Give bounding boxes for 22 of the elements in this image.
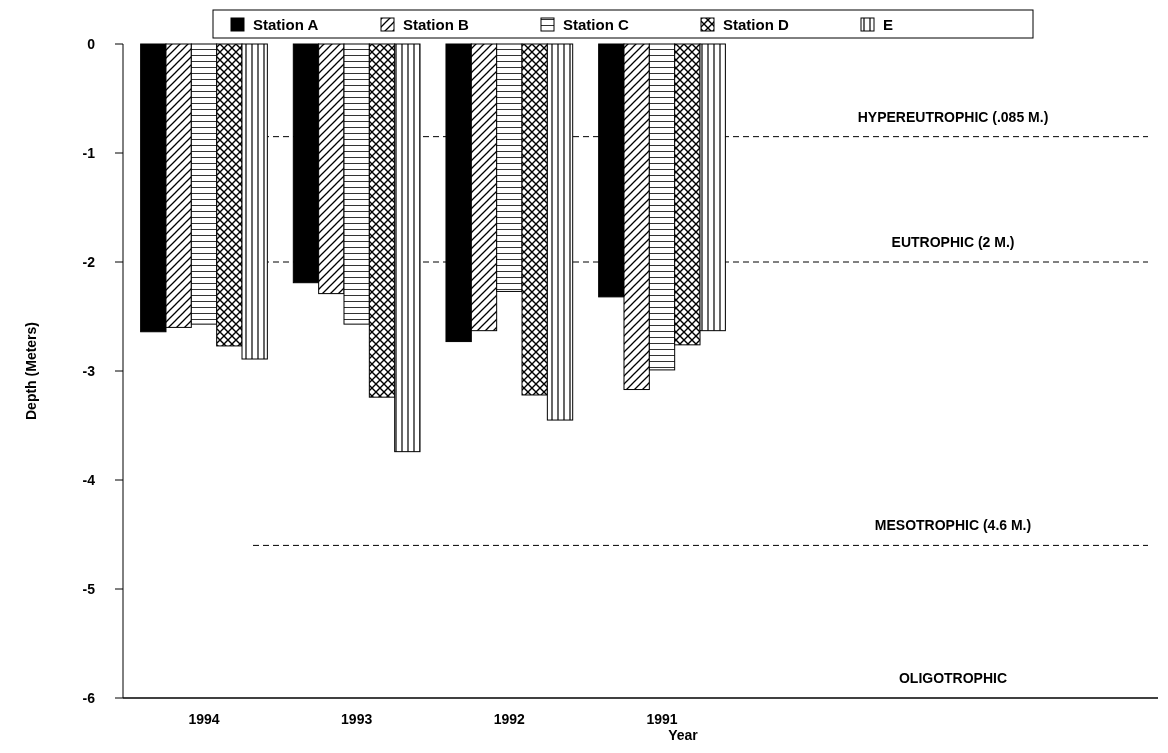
- x-tick-label: 1993: [341, 711, 373, 727]
- y-tick-label: -1: [82, 144, 96, 161]
- y-tick-label: -4: [82, 471, 96, 488]
- y-tick-label: 0: [87, 35, 96, 52]
- legend-label: Station A: [253, 16, 319, 33]
- x-axis-title: Year: [668, 727, 699, 743]
- y-tick-label: -2: [82, 253, 96, 270]
- y-tick-label: -3: [82, 362, 96, 379]
- text: OLIGOTROPHIC: [898, 670, 1008, 686]
- legend-label: E: [883, 16, 894, 33]
- ref-line-label: MESOTROPHIC (4.6 M.): [874, 517, 1032, 534]
- y-tick-label: -6: [82, 689, 96, 706]
- ref-line-label: HYPEREUTROPHIC (.085 M.): [857, 108, 1049, 125]
- ref-line-label: EUTROPHIC (2 M.): [891, 234, 1015, 250]
- y-tick-label: -5: [82, 580, 96, 597]
- x-tick-label: 1992: [493, 711, 526, 727]
- legend-label: Station D: [723, 16, 789, 33]
- y-axis-title: Depth (Meters): [23, 321, 39, 421]
- x-tick-label: 1991: [646, 711, 678, 727]
- legend-label: Station C: [563, 16, 629, 33]
- legend-label: Station B: [403, 16, 469, 33]
- x-tick-label: 1994: [188, 711, 220, 727]
